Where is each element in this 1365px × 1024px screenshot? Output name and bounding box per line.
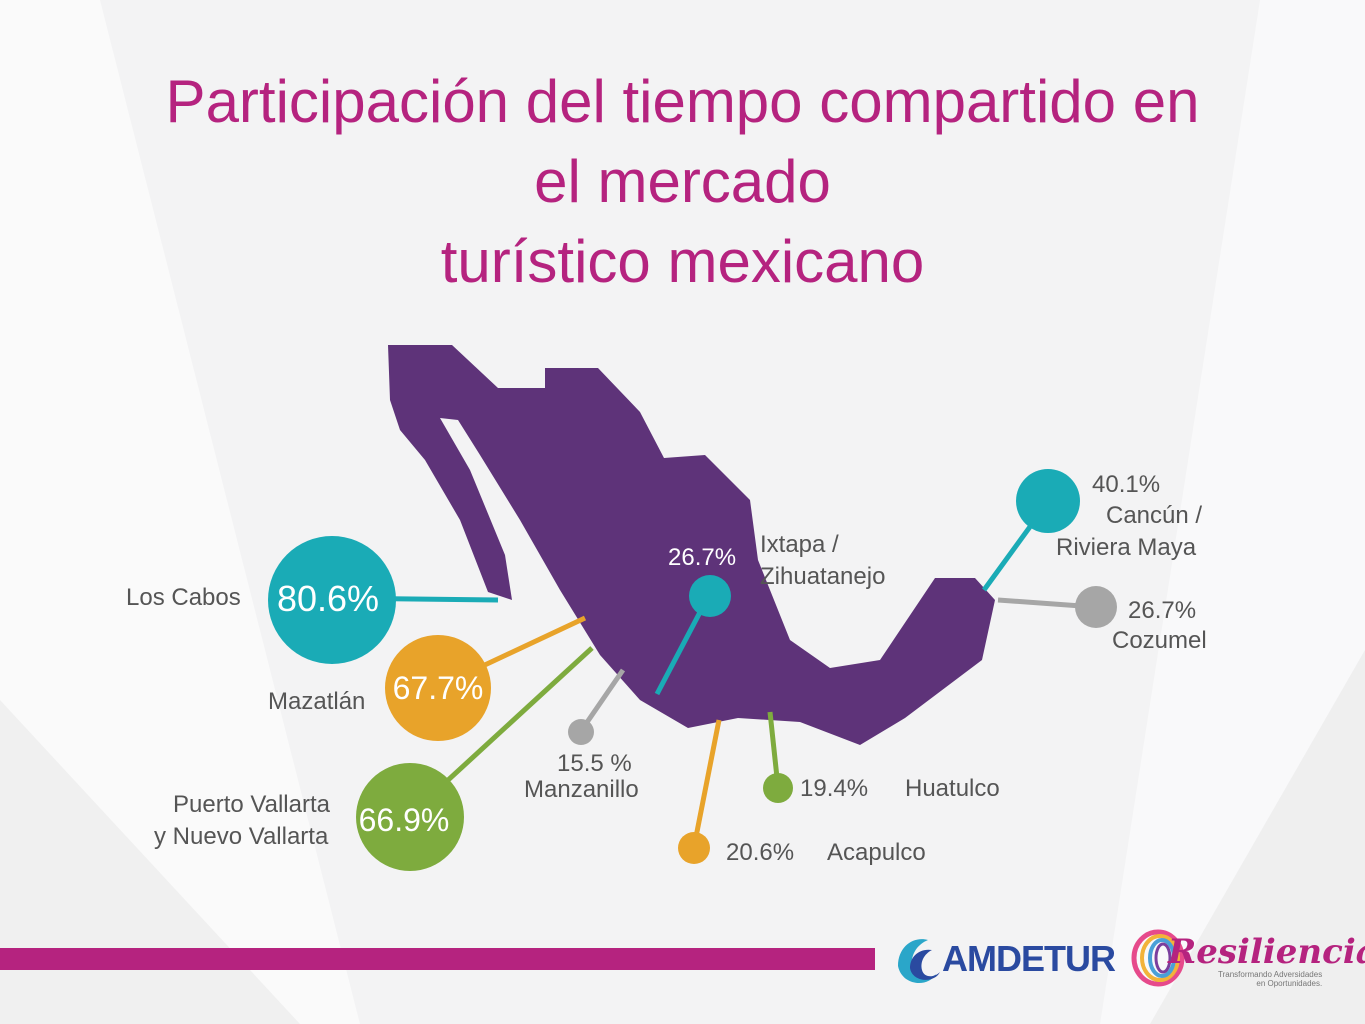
acapulco-line xyxy=(691,719,722,848)
resiliencia-tagline: Transformando Adversidades en Oportunida… xyxy=(1218,970,1322,988)
title-line-3: turístico mexicano xyxy=(440,228,925,295)
resiliencia-logo-text: Resiliencia xyxy=(1168,932,1365,972)
puerto-vallarta-name-1: Puerto Vallarta xyxy=(173,791,330,818)
ixtapa-value: 26.7% xyxy=(668,544,737,571)
huatulco-name: Huatulco xyxy=(905,775,1000,802)
cancun-bubble xyxy=(1016,469,1080,533)
title-line-2: el mercado xyxy=(534,148,831,215)
huatulco-bubble xyxy=(763,773,793,803)
resiliencia-tagline-1: Transformando Adversidades xyxy=(1218,970,1323,979)
amdetur-logo-text: AMDETUR xyxy=(942,938,1116,979)
manzanillo-name: Manzanillo xyxy=(524,776,639,803)
manzanillo-line xyxy=(578,668,626,733)
los-cabos-bubble xyxy=(268,536,396,664)
acapulco-value: 20.6% xyxy=(726,839,795,866)
resiliencia-logo-icon xyxy=(1131,929,1185,987)
manzanillo-bubble xyxy=(568,719,594,745)
cancun-name-1: Cancún / xyxy=(1106,502,1203,529)
mazatlan-name: Mazatlán xyxy=(268,688,366,715)
acapulco-bubble xyxy=(678,832,710,864)
footer-bar xyxy=(0,948,875,970)
mazatlan-bubble xyxy=(385,635,491,741)
amdetur-logo-icon xyxy=(898,939,940,984)
puerto-vallarta-name-2: y Nuevo Vallarta xyxy=(154,823,329,850)
los-cabos-value: 80.6% xyxy=(276,578,380,619)
huatulco-value: 19.4% xyxy=(800,775,869,802)
cozumel-name: Cozumel xyxy=(1112,627,1207,654)
ixtapa-name-1: Ixtapa / xyxy=(760,531,839,558)
title-line-1: Participación del tiempo compartido en xyxy=(165,68,1200,135)
page-title: Participación del tiempo compartido en e… xyxy=(0,62,1365,302)
los-cabos-name: Los Cabos xyxy=(126,584,241,611)
mexico-shape xyxy=(388,345,995,745)
cancun-name-2: Riviera Maya xyxy=(1056,534,1197,561)
puerto-vallarta-value: 66.9% xyxy=(358,802,450,838)
manzanillo-value: 15.5 % xyxy=(557,750,632,777)
cozumel-bubble xyxy=(1075,586,1117,628)
puerto-vallarta-bubble xyxy=(356,763,464,871)
ixtapa-bubble xyxy=(689,575,731,617)
ixtapa-name-2: Zihuatanejo xyxy=(760,563,886,590)
resiliencia-tagline-2: en Oportunidades. xyxy=(1256,979,1323,988)
acapulco-name: Acapulco xyxy=(827,839,926,866)
mazatlan-value: 67.7% xyxy=(392,670,484,706)
cozumel-value: 26.7% xyxy=(1128,597,1197,624)
cancun-value: 40.1% xyxy=(1092,471,1161,498)
